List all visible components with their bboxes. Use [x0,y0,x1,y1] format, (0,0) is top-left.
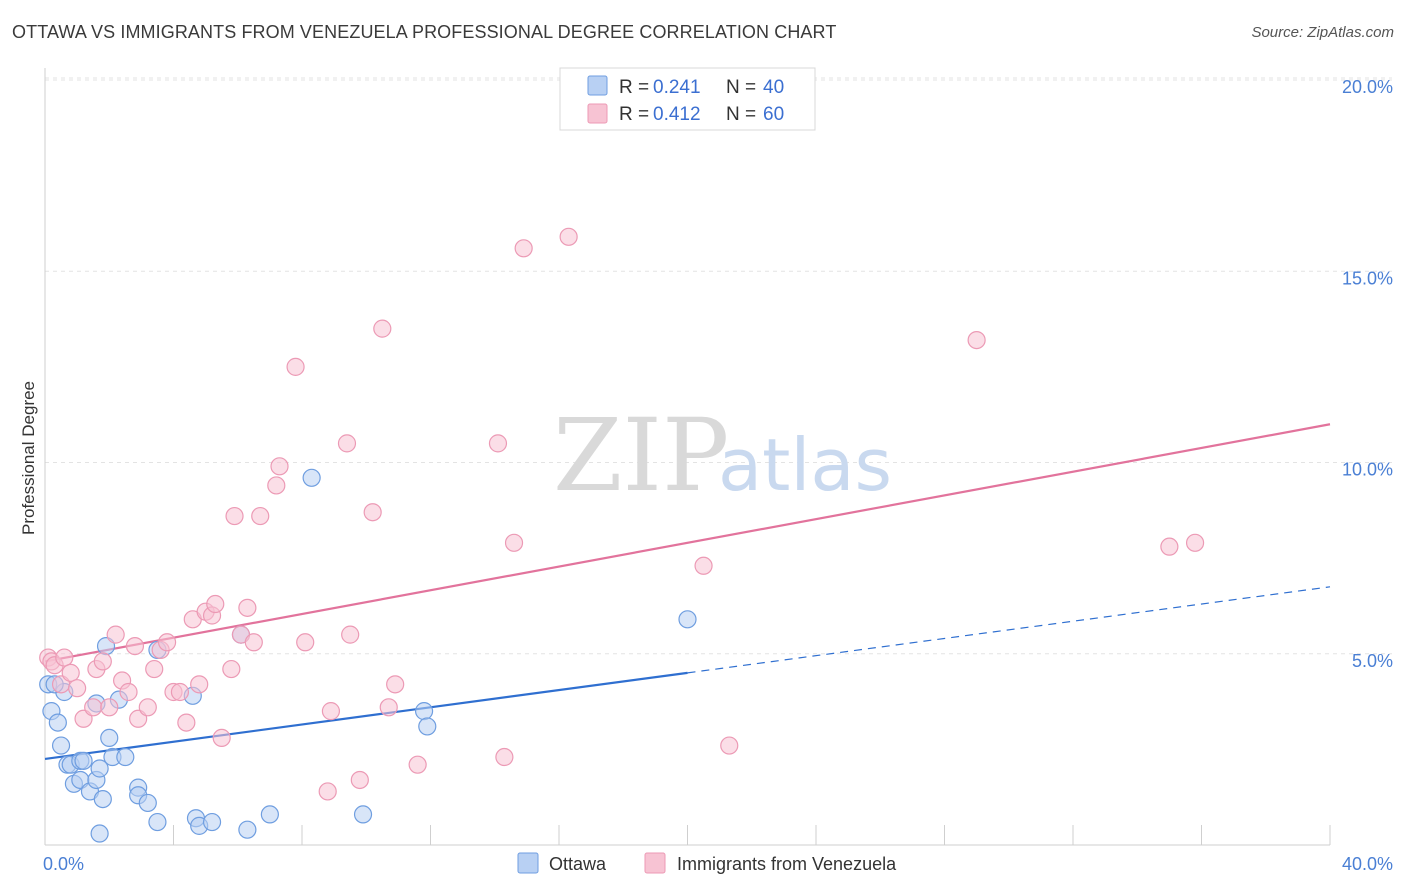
legend-n-value-ottawa: 40 [763,77,784,98]
point-ottawa [138,793,157,813]
point-venezuela [373,319,392,338]
source-label: Source: ZipAtlas.com [1251,24,1394,41]
point-venezuela [318,782,337,801]
bottom-legend-swatch-ottawa [517,852,539,874]
point-venezuela [212,728,231,748]
point-venezuela [504,533,524,552]
trend-line-ottawa [44,671,688,761]
point-ottawa [353,805,373,824]
point-venezuela [100,698,119,717]
point-venezuela [408,755,427,774]
point-ottawa [48,713,67,732]
trend-line-venezuela [44,423,1331,663]
point-ottawa [74,751,93,770]
point-ottawa [202,812,222,832]
point-venezuela [379,698,398,717]
point-venezuela [138,698,157,717]
trend-line-ottawa-extension [687,586,1331,674]
y-axis-label: Professional Degree [19,381,38,535]
x-tick-label-min: 0.0% [43,854,84,874]
legend: R = 0.241 N = 40 R = 0.412 N = 60 [559,67,816,131]
point-ottawa [148,812,167,832]
grid [45,77,1392,655]
point-venezuela [222,659,241,679]
y-tick-label: 10.0% [1342,460,1393,480]
point-venezuela [93,652,112,671]
point-ottawa [302,468,321,487]
point-venezuela [157,633,177,652]
point-venezuela [1185,533,1205,552]
point-venezuela [106,625,125,644]
legend-r-label-venezuela: R = [619,104,649,125]
point-venezuela [514,239,533,258]
trend-lines [44,423,1331,761]
point-venezuela [125,636,145,656]
point-venezuela [68,679,87,698]
point-ottawa [414,702,434,721]
point-venezuela [1160,537,1179,556]
point-venezuela [363,503,382,522]
point-venezuela [84,698,103,717]
point-venezuela [967,331,986,350]
point-venezuela [225,506,244,526]
point-venezuela [337,434,357,453]
point-venezuela [350,770,369,790]
bottom-legend-label-ottawa: Ottawa [549,854,607,874]
watermark-atlas: atlas [718,423,892,507]
tick-labels: 5.0% 10.0% 15.0% 20.0% 0.0% 40.0% [43,77,1393,874]
point-venezuela [267,476,286,495]
point-venezuela [238,598,257,617]
legend-n-label-ottawa: N = [726,77,756,98]
point-venezuela [270,457,289,476]
point-venezuela [119,682,138,702]
point-venezuela [145,659,164,679]
legend-n-value-venezuela: 60 [763,104,784,125]
bottom-legend-label-venezuela: Immigrants from Venezuela [677,854,897,874]
y-tick-label: 20.0% [1342,77,1393,97]
bottom-legend: Ottawa Immigrants from Venezuela [517,852,897,874]
point-ottawa [90,759,109,778]
point-ottawa [418,717,437,736]
watermark-zip: ZIP [553,397,729,514]
point-ottawa [678,610,697,629]
point-ottawa [260,805,279,824]
point-venezuela [170,682,190,702]
bottom-legend-swatch-venezuela [644,852,666,874]
point-venezuela [177,713,196,732]
point-venezuela [190,675,209,694]
point-ottawa [90,824,109,843]
point-venezuela [720,736,739,755]
point-venezuela [321,702,341,721]
point-venezuela [61,663,80,682]
point-venezuela [55,648,74,667]
point-venezuela [495,747,514,767]
point-venezuela [244,633,263,652]
legend-n-label-venezuela: N = [726,104,756,125]
y-tick-label: 15.0% [1342,268,1393,288]
legend-r-value-venezuela: 0.412 [653,104,701,125]
data-points [39,227,1205,843]
point-venezuela [488,434,508,453]
point-ottawa [238,820,257,839]
point-venezuela [341,625,360,644]
point-venezuela [559,227,578,246]
y-tick-label: 5.0% [1352,651,1393,671]
legend-swatch-venezuela [587,103,608,124]
point-venezuela [296,633,315,652]
legend-swatch-ottawa [587,75,608,96]
x-tick-label-max: 40.0% [1342,854,1393,874]
point-venezuela [386,675,405,694]
point-venezuela [251,506,270,526]
point-ottawa [100,728,119,748]
legend-r-label-ottawa: R = [619,77,649,98]
chart-title: OTTAWA VS IMMIGRANTS FROM VENEZUELA PROF… [12,22,837,42]
point-venezuela [694,556,713,575]
legend-r-value-ottawa: 0.241 [653,77,701,98]
point-ottawa [116,747,135,767]
point-venezuela [206,594,225,614]
point-venezuela [286,357,305,376]
point-ottawa [93,789,112,809]
point-ottawa [51,736,71,755]
